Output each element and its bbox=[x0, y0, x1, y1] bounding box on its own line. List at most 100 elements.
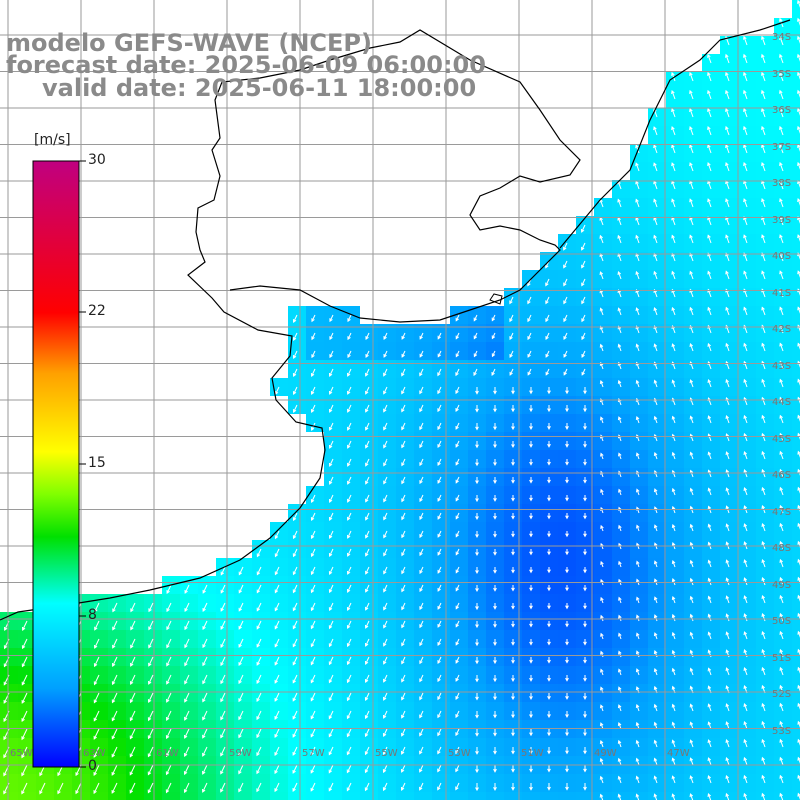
wind-arrow-head bbox=[743, 252, 747, 257]
wind-arrow bbox=[256, 566, 262, 575]
wind-arrow-head bbox=[310, 517, 315, 522]
wind-arrow bbox=[689, 126, 694, 136]
wind-arrow bbox=[347, 404, 352, 413]
wind-arrow bbox=[311, 314, 316, 322]
wind-arrow-head bbox=[455, 623, 459, 628]
wind-arrow-head bbox=[364, 733, 369, 738]
wind-arrow-head bbox=[437, 642, 441, 646]
wind-arrow-head bbox=[238, 625, 242, 630]
wind-arrow bbox=[455, 368, 460, 376]
coastline bbox=[0, 29, 581, 621]
wind-arrow-head bbox=[689, 523, 694, 528]
wind-arrow-head bbox=[511, 714, 515, 719]
wind-arrow-head bbox=[653, 560, 658, 565]
wind-arrow bbox=[419, 638, 424, 646]
wind-arrow bbox=[148, 692, 154, 703]
field-cell bbox=[162, 792, 180, 800]
wind-arrow bbox=[419, 566, 424, 574]
wind-arrow bbox=[347, 494, 352, 503]
wind-arrow-head bbox=[547, 623, 551, 628]
wind-arrow-head bbox=[565, 677, 569, 682]
wind-arrow bbox=[347, 422, 352, 431]
wind-arrow bbox=[346, 782, 352, 791]
wind-arrow bbox=[365, 602, 370, 611]
wind-arrow-head bbox=[707, 379, 712, 384]
wind-arrow bbox=[725, 379, 730, 388]
wind-arrow-head bbox=[437, 444, 441, 449]
wind-arrow-head bbox=[689, 379, 694, 384]
wind-arrow-head bbox=[419, 480, 423, 485]
wind-arrow bbox=[112, 620, 118, 630]
wind-arrow bbox=[743, 703, 748, 712]
wind-arrow-head bbox=[618, 560, 622, 565]
wind-arrow-head bbox=[455, 390, 459, 395]
wind-arrow bbox=[292, 674, 298, 683]
wind-arrow-head bbox=[617, 343, 622, 348]
wind-arrow bbox=[654, 632, 658, 640]
wind-arrow-head bbox=[93, 772, 97, 777]
wind-arrow bbox=[761, 523, 766, 532]
wind-arrow-head bbox=[329, 354, 333, 359]
wind-arrow-head bbox=[743, 414, 747, 419]
wind-arrow bbox=[166, 638, 172, 648]
wind-arrow bbox=[779, 451, 784, 460]
longitude-label: 61W bbox=[156, 748, 179, 759]
wind-arrow-head bbox=[274, 770, 278, 775]
wind-arrow bbox=[707, 180, 712, 190]
wind-arrow-head bbox=[653, 162, 657, 167]
wind-arrow-head bbox=[547, 408, 551, 413]
wind-arrow-head bbox=[725, 703, 730, 708]
wind-arrow bbox=[779, 613, 784, 622]
wind-arrow bbox=[437, 656, 442, 664]
wind-arrow-head bbox=[671, 288, 675, 293]
wind-arrow bbox=[437, 584, 442, 592]
wind-arrow-head bbox=[779, 234, 783, 239]
wind-arrow bbox=[708, 722, 712, 730]
wind-arrow bbox=[581, 260, 586, 268]
wind-arrow-head bbox=[455, 408, 459, 413]
wind-arrow-head bbox=[671, 739, 676, 744]
wind-arrow-head bbox=[256, 698, 260, 703]
wind-arrow bbox=[653, 253, 658, 262]
wind-arrow-head bbox=[183, 753, 188, 758]
wind-arrow bbox=[220, 566, 226, 575]
wind-arrow bbox=[347, 566, 352, 575]
wind-arrow bbox=[654, 758, 658, 766]
wind-arrow bbox=[708, 757, 712, 766]
wind-arrow-head bbox=[563, 353, 567, 358]
wind-arrow-head bbox=[491, 353, 496, 358]
wind-arrow bbox=[708, 415, 712, 424]
field-cell bbox=[792, 54, 800, 72]
wind-arrow-head bbox=[455, 659, 459, 664]
wind-arrow-head bbox=[455, 317, 459, 322]
wind-arrow-head bbox=[274, 697, 278, 702]
wind-arrow bbox=[672, 740, 676, 748]
wind-arrow-head bbox=[292, 769, 296, 774]
wind-arrow-head bbox=[636, 614, 640, 619]
wind-arrow bbox=[274, 782, 280, 792]
wind-arrow-head bbox=[401, 624, 405, 629]
wind-arrow-head bbox=[671, 631, 676, 636]
wind-arrow bbox=[599, 199, 604, 208]
wind-arrow-head bbox=[475, 498, 479, 503]
wind-arrow bbox=[202, 620, 208, 630]
wind-arrow-head bbox=[328, 408, 333, 413]
wind-arrow-head bbox=[455, 372, 459, 377]
wind-arrow-head bbox=[274, 535, 279, 540]
wind-arrow-head bbox=[527, 336, 531, 341]
wind-arrow bbox=[761, 577, 766, 586]
wind-arrow-head bbox=[419, 696, 423, 701]
wind-arrow bbox=[346, 764, 352, 773]
wind-arrow-head bbox=[565, 497, 569, 502]
wind-arrow bbox=[419, 620, 424, 628]
wind-arrow-head bbox=[346, 733, 351, 738]
wind-arrow-head bbox=[583, 786, 587, 791]
wind-arrow bbox=[274, 692, 280, 702]
wind-arrow-head bbox=[527, 371, 531, 376]
wind-arrow bbox=[401, 656, 406, 664]
wind-arrow bbox=[761, 54, 766, 64]
wind-arrow bbox=[310, 692, 316, 701]
wind-arrow-head bbox=[437, 768, 441, 773]
wind-arrow bbox=[274, 620, 280, 629]
wind-arrow-head bbox=[401, 534, 405, 539]
